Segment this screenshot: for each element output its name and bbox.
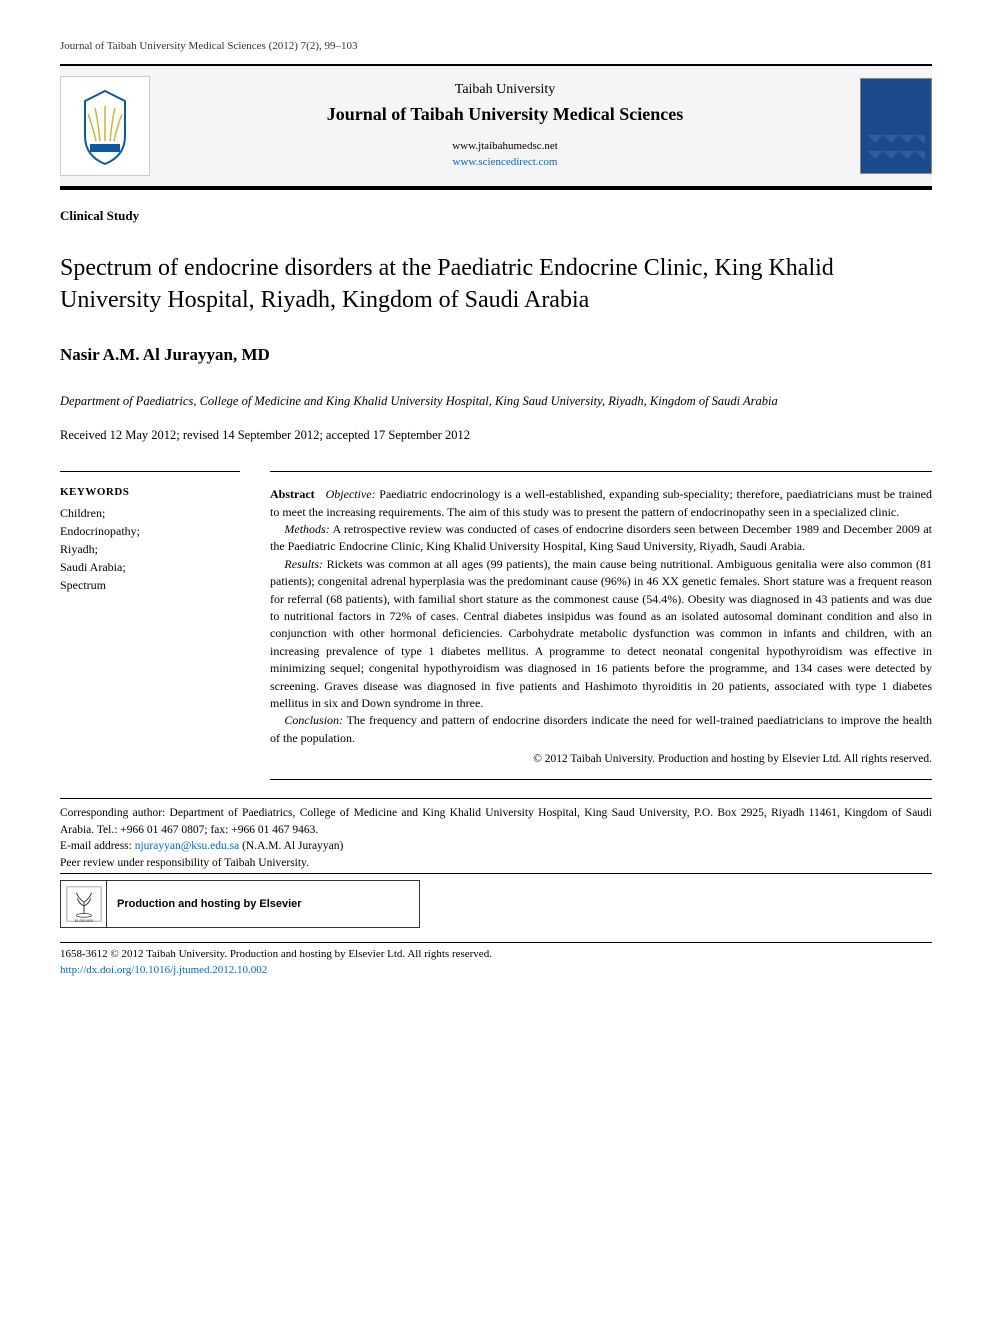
svg-text:ELSEVIER: ELSEVIER	[74, 919, 93, 923]
keywords-column: KEYWORDS Children; Endocrinopathy; Riyad…	[60, 471, 240, 780]
author-affiliation: Department of Paediatrics, College of Me…	[60, 393, 932, 411]
running-head: Journal of Taibah University Medical Sci…	[60, 40, 932, 52]
objective-label: Objective:	[326, 487, 376, 501]
journal-cover-thumbnail	[860, 78, 932, 174]
issn-copyright: 1658-3612 © 2012 Taibah University. Prod…	[60, 947, 932, 962]
abstract-copyright: © 2012 Taibah University. Production and…	[270, 753, 932, 765]
article-title: Spectrum of endocrine disorders at the P…	[60, 252, 932, 317]
keyword-item: Spectrum	[60, 576, 240, 594]
author-name: Nasir A.M. Al Jurayyan, MD	[60, 345, 932, 365]
university-logo	[60, 76, 150, 176]
elsevier-tree-icon: ELSEVIER	[65, 885, 103, 923]
keywords-heading: KEYWORDS	[60, 486, 240, 498]
production-hosting-text: Production and hosting by Elsevier	[107, 898, 312, 910]
keyword-abstract-row: KEYWORDS Children; Endocrinopathy; Riyad…	[60, 471, 932, 780]
keyword-item: Saudi Arabia;	[60, 558, 240, 576]
conclusion-label: Conclusion:	[284, 713, 343, 727]
production-hosting-box: ELSEVIER Production and hosting by Elsev…	[60, 880, 420, 928]
results-text: Rickets was common at all ages (99 patie…	[270, 557, 932, 710]
journal-links: www.jtaibahumedsc.net www.sciencedirect.…	[170, 139, 840, 170]
keywords-list: Children; Endocrinopathy; Riyadh; Saudi …	[60, 504, 240, 594]
peer-review-statement: Peer review under responsibility of Taib…	[60, 857, 932, 874]
elsevier-logo: ELSEVIER	[61, 881, 107, 927]
journal-site-1[interactable]: www.jtaibahumedsc.net	[170, 139, 840, 154]
journal-site-2[interactable]: www.sciencedirect.com	[453, 156, 558, 168]
abstract-conclusion: Conclusion: The frequency and pattern of…	[270, 712, 932, 747]
corresponding-email-line: E-mail address: njurayyan@ksu.edu.sa (N.…	[60, 838, 932, 855]
email-label: E-mail address:	[60, 840, 135, 852]
keyword-item: Children;	[60, 504, 240, 522]
methods-text: A retrospective review was conducted of …	[270, 522, 932, 553]
doi-line: http://dx.doi.org/10.1016/j.jtumed.2012.…	[60, 963, 932, 978]
corresponding-author-block: Corresponding author: Department of Paed…	[60, 798, 932, 855]
conclusion-text: The frequency and pattern of endocrine d…	[270, 713, 932, 744]
article-dates: Received 12 May 2012; revised 14 Septemb…	[60, 428, 932, 443]
university-name: Taibah University	[170, 82, 840, 98]
doi-link[interactable]: http://dx.doi.org/10.1016/j.jtumed.2012.…	[60, 964, 267, 976]
journal-name: Journal of Taibah University Medical Sci…	[170, 104, 840, 125]
heavy-rule	[60, 186, 932, 190]
journal-masthead: Taibah University Journal of Taibah Univ…	[60, 66, 932, 186]
abstract-label: Abstract	[270, 487, 315, 501]
keyword-item: Endocrinopathy;	[60, 522, 240, 540]
results-label: Results:	[284, 557, 323, 571]
corresponding-email[interactable]: njurayyan@ksu.edu.sa	[135, 840, 239, 852]
abstract-column: Abstract Objective: Paediatric endocrino…	[270, 471, 932, 780]
abstract-results: Results: Rickets was common at all ages …	[270, 556, 932, 713]
keyword-item: Riyadh;	[60, 540, 240, 558]
corresponding-text: Corresponding author: Department of Paed…	[60, 805, 932, 838]
footer-block: 1658-3612 © 2012 Taibah University. Prod…	[60, 942, 932, 978]
masthead-center: Taibah University Journal of Taibah Univ…	[150, 82, 860, 170]
article-type: Clinical Study	[60, 208, 932, 224]
abstract-methods: Methods: A retrospective review was cond…	[270, 521, 932, 556]
logo-icon	[70, 86, 140, 166]
abstract-objective: Abstract Objective: Paediatric endocrino…	[270, 486, 932, 521]
methods-label: Methods:	[284, 522, 329, 536]
email-name: (N.A.M. Al Jurayyan)	[239, 840, 343, 852]
